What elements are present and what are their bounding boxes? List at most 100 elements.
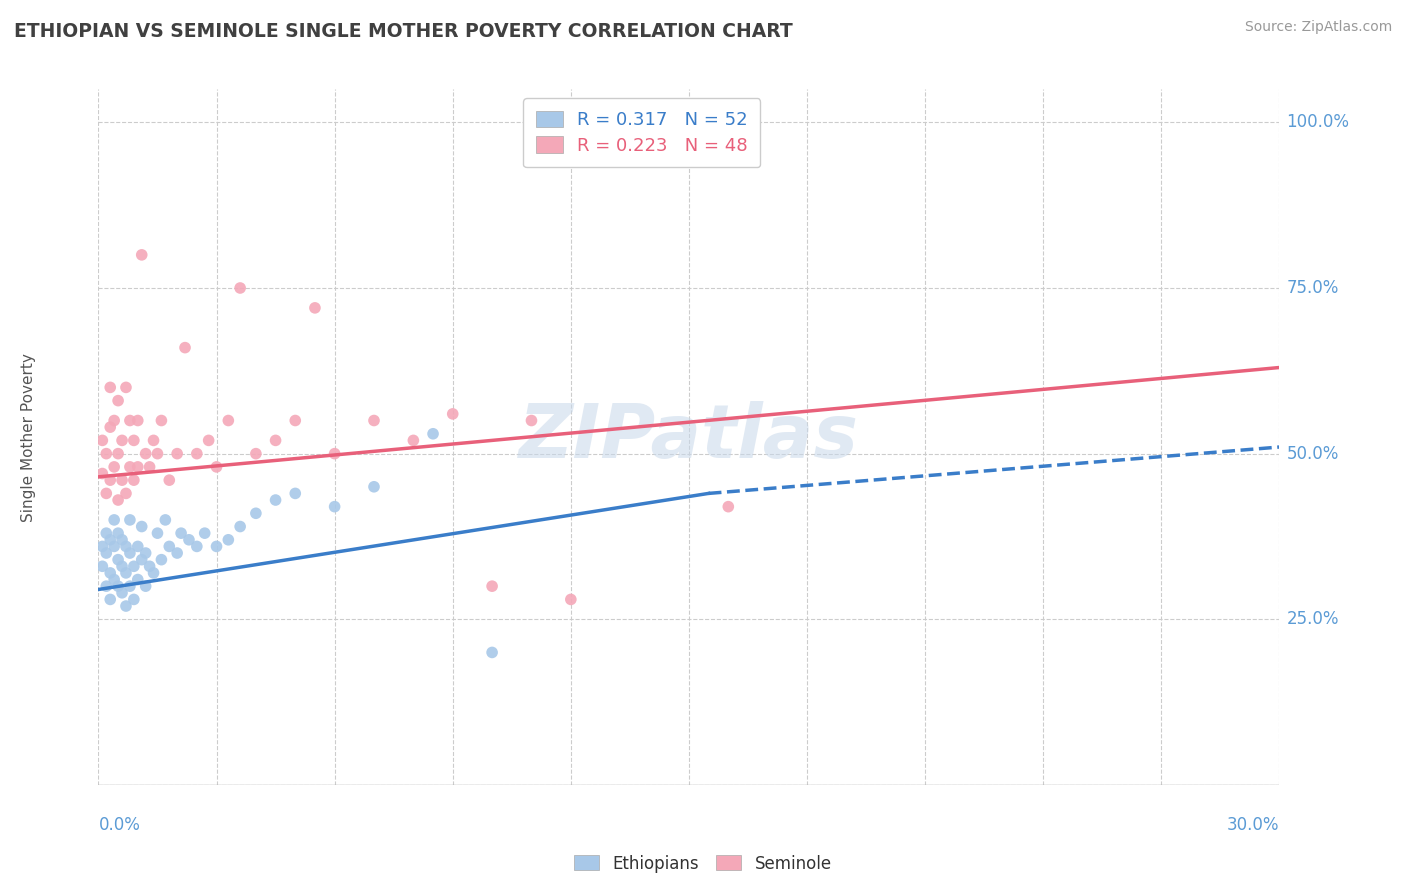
Point (217, 533, 239, 547)
Point (115, 599, 138, 613)
Point (177, 533, 200, 547)
Point (284, 486, 307, 500)
Point (170, 526, 193, 541)
Point (91, 434, 114, 448)
Point (323, 447, 346, 461)
Point (96, 546, 118, 560)
Point (166, 546, 188, 560)
Point (118, 546, 141, 560)
Point (150, 413, 173, 427)
Text: 75.0%: 75.0% (1286, 279, 1339, 297)
Point (127, 573, 149, 587)
Point (197, 434, 219, 448)
Point (131, 519, 153, 533)
Point (96, 579, 118, 593)
Point (107, 393, 129, 408)
Point (194, 526, 217, 541)
Point (98, 420, 121, 434)
Point (122, 592, 145, 607)
Point (96, 486, 118, 500)
Point (98, 566, 121, 580)
Legend: R = 0.317   N = 52, R = 0.223   N = 48: R = 0.317 N = 52, R = 0.223 N = 48 (523, 98, 761, 168)
Point (229, 519, 252, 533)
Point (402, 434, 425, 448)
Point (304, 301, 326, 315)
Point (186, 540, 208, 554)
Point (717, 500, 740, 514)
Point (264, 493, 287, 508)
Point (127, 540, 149, 554)
Point (107, 447, 129, 461)
Point (560, 592, 582, 607)
Point (166, 447, 188, 461)
Point (441, 407, 464, 421)
Point (111, 434, 134, 448)
Point (103, 540, 125, 554)
Point (422, 426, 444, 441)
Point (122, 473, 145, 487)
Point (127, 459, 149, 474)
Point (111, 586, 134, 600)
Point (323, 500, 346, 514)
Point (205, 459, 228, 474)
Point (135, 546, 157, 560)
Point (245, 447, 267, 461)
Point (91, 559, 114, 574)
Point (363, 480, 385, 494)
Point (103, 513, 125, 527)
Point (245, 506, 267, 520)
Text: 0.0%: 0.0% (98, 816, 141, 834)
Point (157, 540, 180, 554)
Point (146, 447, 169, 461)
Point (103, 413, 125, 427)
Point (111, 533, 134, 547)
Point (122, 434, 145, 448)
Legend: Ethiopians, Seminole: Ethiopians, Seminole (568, 848, 838, 880)
Point (111, 473, 134, 487)
Text: ZIPatlas: ZIPatlas (519, 401, 859, 474)
Point (146, 526, 169, 541)
Point (115, 566, 138, 580)
Point (264, 434, 287, 448)
Point (217, 413, 239, 427)
Point (115, 540, 138, 554)
Point (138, 559, 160, 574)
Point (115, 380, 138, 394)
Point (142, 566, 165, 580)
Point (138, 459, 160, 474)
Point (107, 579, 129, 593)
Text: 50.0%: 50.0% (1286, 444, 1339, 463)
Point (96, 526, 118, 541)
Point (142, 434, 165, 448)
Point (150, 552, 173, 566)
Point (98, 533, 121, 547)
Point (520, 413, 543, 427)
Point (115, 486, 138, 500)
Point (103, 459, 125, 474)
Point (135, 447, 157, 461)
Point (107, 552, 129, 566)
Point (363, 413, 385, 427)
Text: ETHIOPIAN VS SEMINOLE SINGLE MOTHER POVERTY CORRELATION CHART: ETHIOPIAN VS SEMINOLE SINGLE MOTHER POVE… (14, 22, 793, 41)
Point (131, 248, 153, 262)
Point (481, 579, 503, 593)
Text: 30.0%: 30.0% (1227, 816, 1279, 834)
Point (135, 579, 157, 593)
Point (186, 447, 208, 461)
Point (98, 592, 121, 607)
Point (91, 467, 114, 481)
Point (229, 281, 252, 295)
Point (122, 559, 145, 574)
Text: Single Mother Poverty: Single Mother Poverty (21, 352, 35, 522)
Point (131, 552, 153, 566)
Point (284, 413, 307, 427)
Point (174, 341, 197, 355)
Point (91, 540, 114, 554)
Point (118, 513, 141, 527)
Point (96, 447, 118, 461)
Point (98, 473, 121, 487)
Text: 100.0%: 100.0% (1286, 113, 1350, 131)
Point (205, 540, 228, 554)
Point (157, 473, 180, 487)
Point (118, 579, 141, 593)
